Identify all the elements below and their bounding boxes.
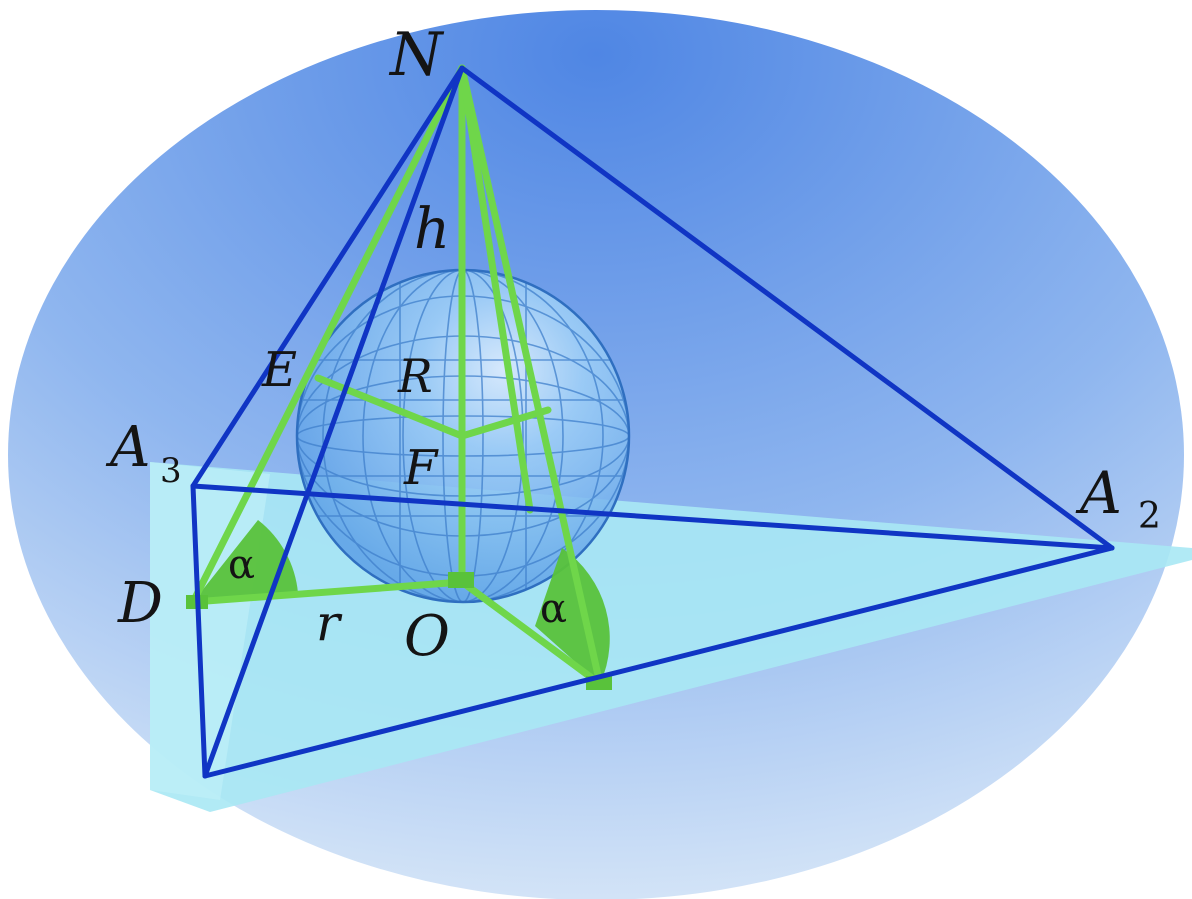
- label-angle-alpha-right: α: [540, 586, 567, 632]
- label-radius-r-big: R: [397, 349, 433, 403]
- svg-text:A: A: [105, 415, 150, 480]
- svg-text:A: A: [1075, 459, 1122, 527]
- label-radius-r-small: r: [316, 594, 343, 652]
- pyramid-edges: [190, 65, 1115, 779]
- label-point-e: E: [261, 342, 297, 398]
- label-apex-n: N: [388, 20, 445, 90]
- svg-text:2: 2: [1138, 496, 1161, 537]
- green-construction-lines: [189, 64, 604, 688]
- label-angle-alpha-left: α: [228, 542, 255, 588]
- label-vertex-a2: A 2: [1075, 459, 1161, 537]
- label-center-f: F: [403, 440, 439, 496]
- label-height-h: h: [414, 197, 450, 262]
- label-center-o: O: [404, 604, 450, 669]
- label-vertex-a3: A 3: [105, 415, 182, 491]
- svg-text:3: 3: [160, 451, 182, 491]
- right-angle-marker-o: [448, 572, 474, 588]
- angle-wedge-left: [193, 520, 298, 602]
- label-point-d: D: [117, 571, 163, 636]
